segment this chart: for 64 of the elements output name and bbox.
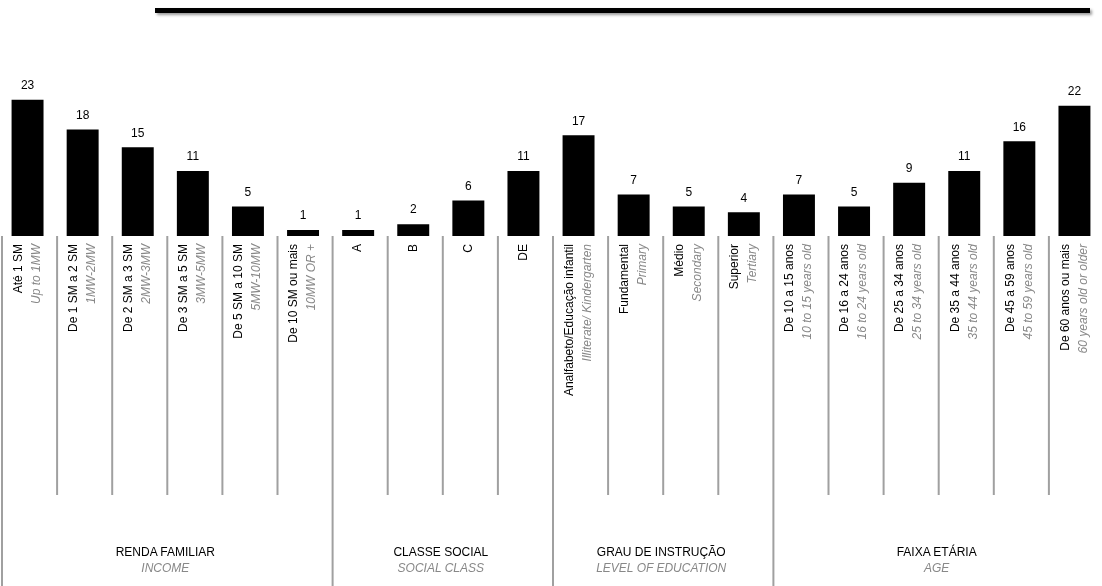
- x-tick-label: DE: [515, 244, 530, 261]
- x-tick-label: De 60 anos ou mais 60 years old or older: [1057, 243, 1090, 354]
- data-label: 11: [958, 149, 971, 164]
- x-tick-label: De 1 SM a 2 SM 1MW-2MW: [65, 242, 98, 333]
- bar: [672, 206, 705, 236]
- data-label: 18: [75, 107, 90, 122]
- data-label: 5: [685, 184, 693, 199]
- x-tick-label: De 3 SM a 5 SM 3MW-5MW: [176, 242, 209, 333]
- bar: [287, 230, 320, 236]
- bar: [397, 224, 430, 236]
- x-tick-label: De 16 a 24 anos 16 to 24 years old: [837, 243, 870, 340]
- text: CLASSE SOCIAL SOCIAL CLASS: [393, 545, 489, 576]
- bar: [617, 194, 650, 236]
- data-label: 16: [1012, 119, 1027, 134]
- bar: [176, 170, 209, 236]
- x-tick-label: De 10 a 15 anos 10 to 15 years old: [782, 243, 815, 340]
- data-label: 4: [740, 190, 748, 205]
- data-label: 11: [517, 149, 530, 164]
- data-label: 23: [20, 78, 35, 93]
- data-label: 5: [850, 184, 858, 199]
- data-label: 7: [795, 172, 803, 187]
- x-tick-label: De 2 SM a 3 SM 2MW-3MW: [121, 242, 154, 333]
- data-label: 7: [630, 172, 638, 187]
- bar: [1058, 105, 1091, 236]
- bar: [452, 200, 485, 236]
- x-tick-label: A: [350, 244, 365, 253]
- text: GRAU DE INSTRUÇÃO LEVEL OF EDUCATION: [596, 545, 727, 576]
- bar: [562, 135, 595, 236]
- bar: [838, 206, 871, 236]
- data-label: 1: [299, 208, 307, 223]
- data-label: 2: [409, 202, 417, 217]
- data-label: 11: [186, 149, 200, 164]
- bar: [727, 212, 760, 236]
- text: RENDA FAMILIAR INCOME: [115, 545, 216, 576]
- x-tick-label: B: [405, 244, 420, 253]
- x-tick-label: C: [460, 243, 475, 253]
- bar: [507, 170, 540, 236]
- x-tick-label: Fundamental Primary: [616, 243, 649, 315]
- x-tick-label: Médio Secondary: [672, 243, 705, 302]
- x-tick-label: De 10 SM ou mais 10MW OR +: [286, 244, 319, 343]
- bar: [231, 206, 264, 236]
- x-tick-label: De 5 SM a 10 SM 5MW-10MW: [231, 242, 264, 339]
- bar: [66, 129, 99, 236]
- x-tick-label: Até 1 SM Up to 1MW: [10, 242, 43, 305]
- data-label: 22: [1067, 84, 1082, 99]
- data-label: 17: [571, 113, 586, 128]
- bar: [893, 182, 926, 236]
- bar: [11, 99, 44, 236]
- bar: [1003, 141, 1036, 236]
- x-tick-label: De 45 a 59 anos 45 to 59 years old: [1002, 243, 1035, 340]
- x-tick-label: De 35 a 44 anos 35 to 44 years old: [947, 243, 980, 340]
- x-tick-label: Superior Tertiary: [727, 243, 760, 290]
- x-tick-label: Analfabeto/Educação infantil Illiterate/ Kindergarten: [561, 243, 594, 397]
- data-label: 1: [354, 208, 362, 223]
- data-label: 15: [131, 125, 145, 140]
- bar: [121, 147, 154, 236]
- bar: [948, 170, 981, 236]
- data-label: 5: [244, 184, 252, 199]
- data-label: 6: [465, 178, 473, 193]
- bar: [782, 194, 815, 236]
- text: FAIXA ETÁRIA AGE: [896, 544, 977, 576]
- x-tick-label: De 25 a 34 anos 25 to 34 years old: [892, 243, 925, 341]
- bar: [342, 230, 375, 236]
- data-label: 9: [905, 161, 913, 176]
